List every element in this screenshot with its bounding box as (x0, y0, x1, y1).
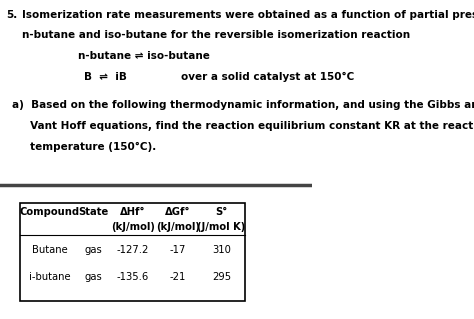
Text: Isomerization rate measurements were obtained as a function of partial pressures: Isomerization rate measurements were obt… (22, 10, 474, 19)
Text: temperature (150°C).: temperature (150°C). (12, 142, 157, 152)
Text: State: State (79, 207, 109, 217)
Text: -127.2: -127.2 (117, 245, 149, 255)
Text: Vant Hoff equations, find the reaction equilibrium constant KR at the reaction: Vant Hoff equations, find the reaction e… (12, 121, 474, 131)
Text: -21: -21 (170, 272, 186, 282)
Text: gas: gas (85, 272, 102, 282)
Text: -17: -17 (170, 245, 186, 255)
Text: (kJ/mol): (kJ/mol) (156, 222, 200, 232)
Text: ΔGf°: ΔGf° (165, 207, 191, 217)
Text: over a solid catalyst at 150°C: over a solid catalyst at 150°C (181, 72, 354, 82)
Text: Compound: Compound (20, 207, 80, 217)
Text: n-butane and iso-butane for the reversible isomerization reaction: n-butane and iso-butane for the reversib… (22, 30, 410, 40)
Text: gas: gas (85, 245, 102, 255)
Text: ΔHf°: ΔHf° (120, 207, 146, 217)
Text: 310: 310 (212, 245, 231, 255)
Text: Butane: Butane (32, 245, 68, 255)
Text: i-butane: i-butane (29, 272, 71, 282)
Text: a)  Based on the following thermodynamic information, and using the Gibbs and: a) Based on the following thermodynamic … (12, 100, 474, 110)
Text: S°: S° (216, 207, 228, 217)
Text: -135.6: -135.6 (117, 272, 149, 282)
Text: (kJ/mol): (kJ/mol) (111, 222, 155, 232)
Text: B  ⇌  iB: B ⇌ iB (84, 72, 127, 82)
Text: n-butane ⇌ iso-butane: n-butane ⇌ iso-butane (78, 51, 210, 61)
Text: (J/mol K): (J/mol K) (198, 222, 246, 232)
Text: 295: 295 (212, 272, 231, 282)
Text: 5.: 5. (6, 10, 18, 19)
